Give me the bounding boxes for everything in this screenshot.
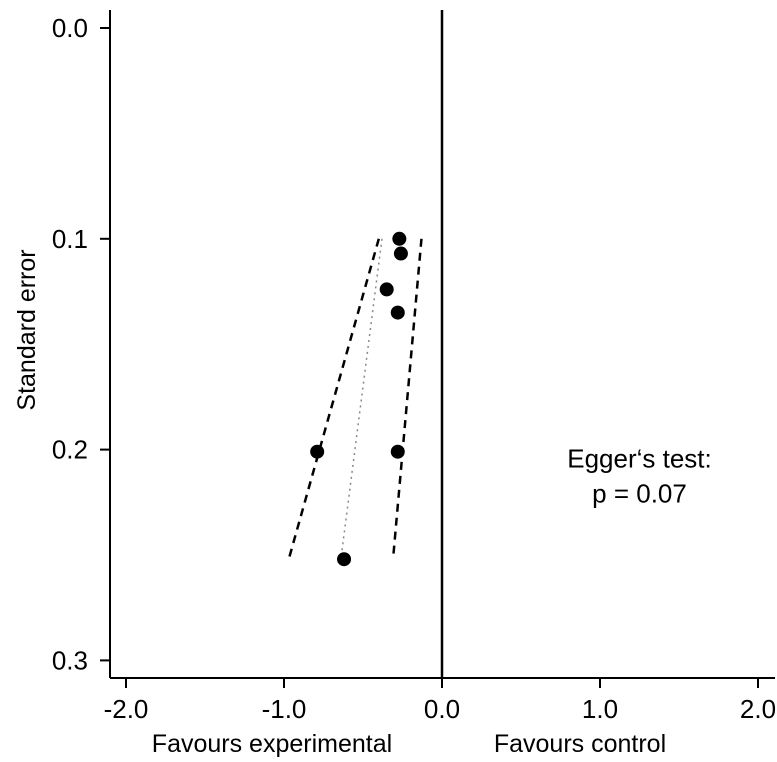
- y-tick-label: 0.3: [52, 645, 88, 675]
- egger-test-p-value: p = 0.07: [592, 479, 687, 509]
- data-point: [310, 444, 325, 459]
- axes: 0.0 0.1 0.2 0.3 -2.0 -1.0 0.0 1.0 2.0: [52, 10, 776, 724]
- regression-line: [340, 238, 383, 560]
- y-tick-label: 0.0: [52, 13, 88, 43]
- data-point: [390, 444, 405, 459]
- egger-test-title: Egger‘s test:: [567, 444, 712, 474]
- egger-test-annotation: Egger‘s test: p = 0.07: [567, 444, 712, 509]
- x-tick-label: 2.0: [740, 694, 776, 724]
- y-tick-label: 0.1: [52, 224, 88, 254]
- data-point: [337, 552, 352, 567]
- x-axis-label-right: Favours control: [494, 730, 666, 758]
- data-point: [392, 231, 407, 246]
- confidence-band-left: [287, 238, 381, 560]
- confidence-band-right: [391, 238, 423, 560]
- data-point: [379, 282, 394, 297]
- axis-labels: Standard error Favours experimental Favo…: [13, 249, 666, 758]
- data-points: [310, 231, 408, 567]
- y-axis-label: Standard error: [13, 249, 41, 410]
- x-tick-label: -2.0: [104, 694, 149, 724]
- plot-lines: [287, 10, 444, 678]
- data-point: [393, 246, 408, 261]
- data-point: [390, 305, 405, 320]
- x-tick-label: 1.0: [582, 694, 618, 724]
- y-tick-label: 0.2: [52, 435, 88, 465]
- x-axis-label-left: Favours experimental: [152, 730, 392, 758]
- x-tick-label: 0.0: [424, 694, 460, 724]
- x-tick-label: -1.0: [262, 694, 307, 724]
